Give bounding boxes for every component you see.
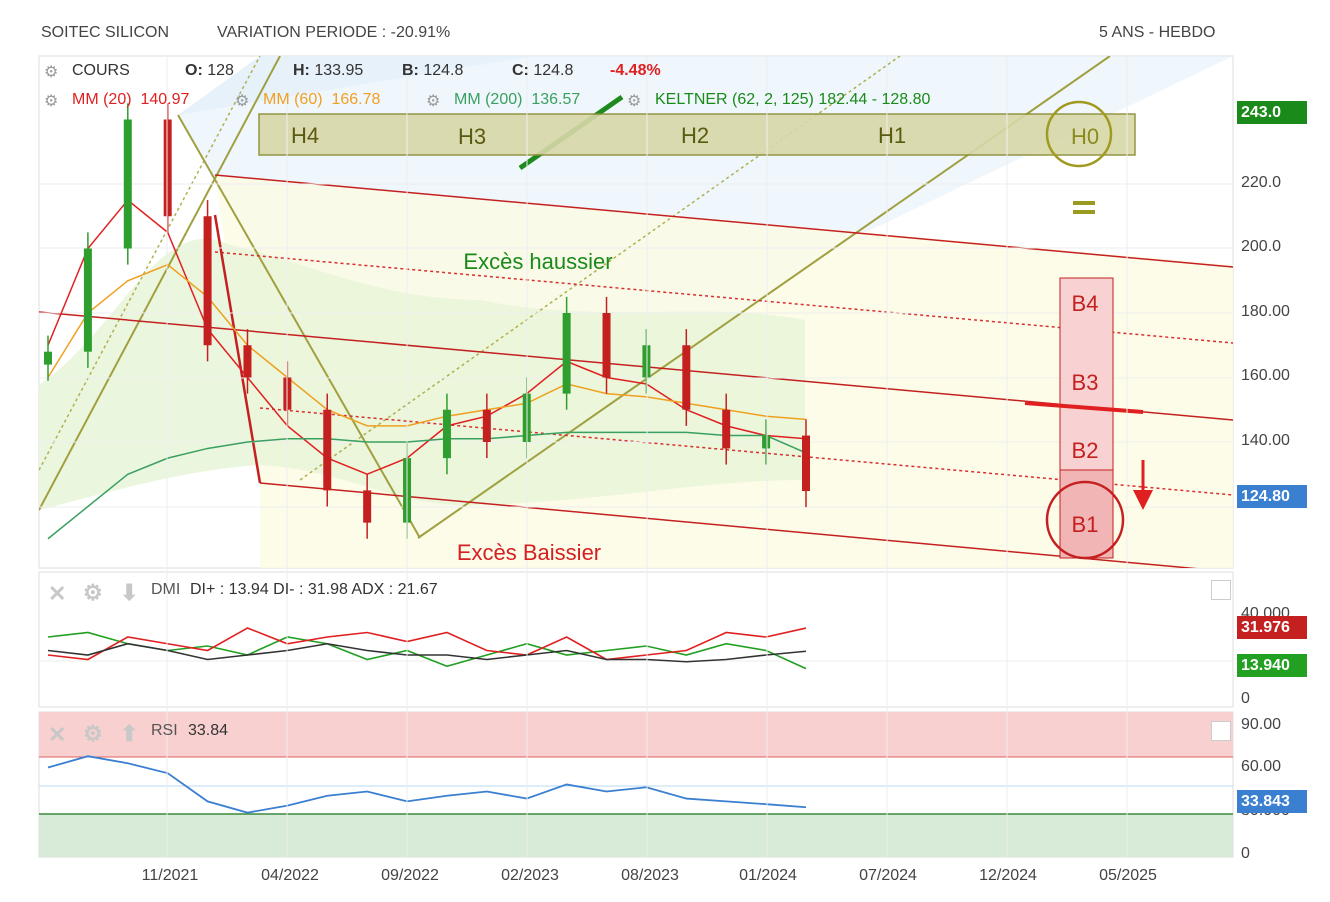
candle-body	[363, 490, 372, 523]
h0-label: H0	[1070, 124, 1100, 149]
open-value: 128	[207, 62, 234, 79]
candle-body	[44, 351, 52, 365]
b1-label: B1	[1071, 512, 1099, 537]
di-minus-tag: 31.976	[1237, 616, 1307, 639]
candle-body	[562, 313, 571, 394]
exces-baissier-label: Excès Baissier	[456, 540, 602, 565]
period-label[interactable]: 5 ANS - HEBDO	[1099, 24, 1216, 41]
mm60-label: MM (60)	[263, 91, 323, 108]
dmi-tick: 0	[1241, 690, 1250, 707]
gear-icon[interactable]: ⚙	[83, 721, 103, 746]
keltner-value: 182.44 - 128.80	[818, 91, 931, 108]
low-value: 124.8	[423, 62, 464, 79]
x-tick: 11/2021	[141, 867, 199, 884]
price-annotations	[39, 56, 1233, 568]
y-tick: 200.0	[1241, 238, 1282, 255]
gear-icon[interactable]: ⚙	[44, 93, 59, 110]
mm20-value: 140.97	[140, 91, 190, 108]
mm200-value: 136.57	[531, 91, 581, 108]
rsi-line	[47, 755, 807, 814]
candle-body	[123, 119, 132, 249]
dmi-checkbox[interactable]	[1211, 580, 1231, 600]
mm200-line	[47, 431, 807, 540]
candle-body	[243, 345, 252, 378]
candle-body	[762, 435, 771, 449]
mm60-value: 166.78	[331, 91, 381, 108]
mm20-line	[47, 199, 807, 476]
gear-icon[interactable]: ⚙	[44, 64, 59, 81]
rsi-tick: 0	[1241, 845, 1250, 862]
x-tick: 07/2024	[859, 867, 917, 884]
x-tick: 12/2024	[979, 867, 1037, 884]
x-tick: 09/2022	[381, 867, 439, 884]
mm60-line	[47, 263, 807, 427]
exces-haussier-label: Excès haussier	[463, 249, 613, 274]
close-icon[interactable]: ✕	[48, 722, 67, 747]
candle-body	[602, 313, 611, 378]
rsi-label: RSI	[151, 722, 178, 739]
close-value: 124.8	[533, 62, 574, 79]
h3-label: H3	[457, 124, 487, 149]
gear-icon[interactable]: ⚙	[83, 580, 103, 605]
candle-body	[163, 119, 172, 217]
cours-label: COURS	[72, 62, 130, 79]
candle-body	[482, 409, 491, 442]
down-arrow-icon	[1133, 490, 1153, 510]
b2-label: B2	[1071, 438, 1099, 463]
candle-body	[802, 435, 810, 492]
dmi-label: DMI	[151, 581, 181, 598]
y-tick: 140.00	[1241, 432, 1290, 449]
b1-circle	[1045, 480, 1125, 560]
x-tick: 05/2025	[1099, 867, 1157, 884]
rsi-tag: 33.843	[1237, 790, 1307, 813]
stock-name: SOITEC SILICON	[41, 24, 170, 41]
mm200-label: MM (200)	[454, 91, 523, 108]
gear-icon[interactable]: ⚙	[627, 93, 642, 110]
h0-circle	[1045, 100, 1113, 168]
x-tick: 08/2023	[621, 867, 679, 884]
y-tick: 160.00	[1241, 367, 1290, 384]
dmi-panel	[38, 571, 1234, 708]
y-tick: 220.0	[1241, 174, 1282, 191]
candle-body	[203, 216, 212, 346]
rsi-tick: 60.00	[1241, 758, 1282, 775]
x-tick: 01/2024	[739, 867, 797, 884]
di-minus-line	[47, 627, 807, 661]
arrow-down-icon[interactable]: ⬇	[120, 580, 139, 605]
adx-line	[47, 642, 807, 663]
di-plus-line	[47, 631, 807, 670]
close-icon[interactable]: ✕	[48, 581, 67, 606]
dmi-values: DI+ : 13.94 DI- : 31.98 ADX : 21.67	[190, 581, 438, 598]
period-variation: VARIATION PERIODE : -20.91%	[217, 24, 451, 41]
h4-label: H4	[290, 123, 320, 148]
candle-body	[323, 409, 332, 491]
rsi-tick: 90.00	[1241, 716, 1282, 733]
candle-body	[682, 345, 691, 410]
y-tick: 180.00	[1241, 303, 1290, 320]
mm20-label: MM (20)	[72, 91, 132, 108]
candle-body	[642, 345, 651, 378]
x-tick: 04/2022	[261, 867, 319, 884]
gear-icon[interactable]: ⚙	[235, 93, 250, 110]
di-plus-tag: 13.940	[1237, 654, 1307, 677]
h-zone-box	[258, 113, 1136, 156]
h1-label: H1	[877, 123, 907, 148]
candle-body	[83, 248, 92, 352]
rsi-value: 33.84	[188, 722, 229, 739]
keltner-label: KELTNER (62, 2, 125)	[655, 91, 814, 108]
h2-label: H2	[680, 123, 710, 148]
candle-body	[442, 409, 451, 459]
candle-body	[722, 409, 731, 449]
gear-icon[interactable]: ⚙	[426, 93, 441, 110]
b3-label: B3	[1071, 370, 1099, 395]
x-tick: 02/2023	[501, 867, 559, 884]
high-value: 133.95	[314, 62, 364, 79]
change-value: -4.48%	[610, 62, 661, 79]
b4-label: B4	[1071, 291, 1099, 316]
arrow-up-icon[interactable]: ⬆	[120, 721, 139, 746]
rsi-checkbox[interactable]	[1211, 721, 1231, 741]
high-price-tag: 243.0	[1237, 101, 1307, 124]
last-price-tag: 124.80	[1237, 485, 1307, 508]
